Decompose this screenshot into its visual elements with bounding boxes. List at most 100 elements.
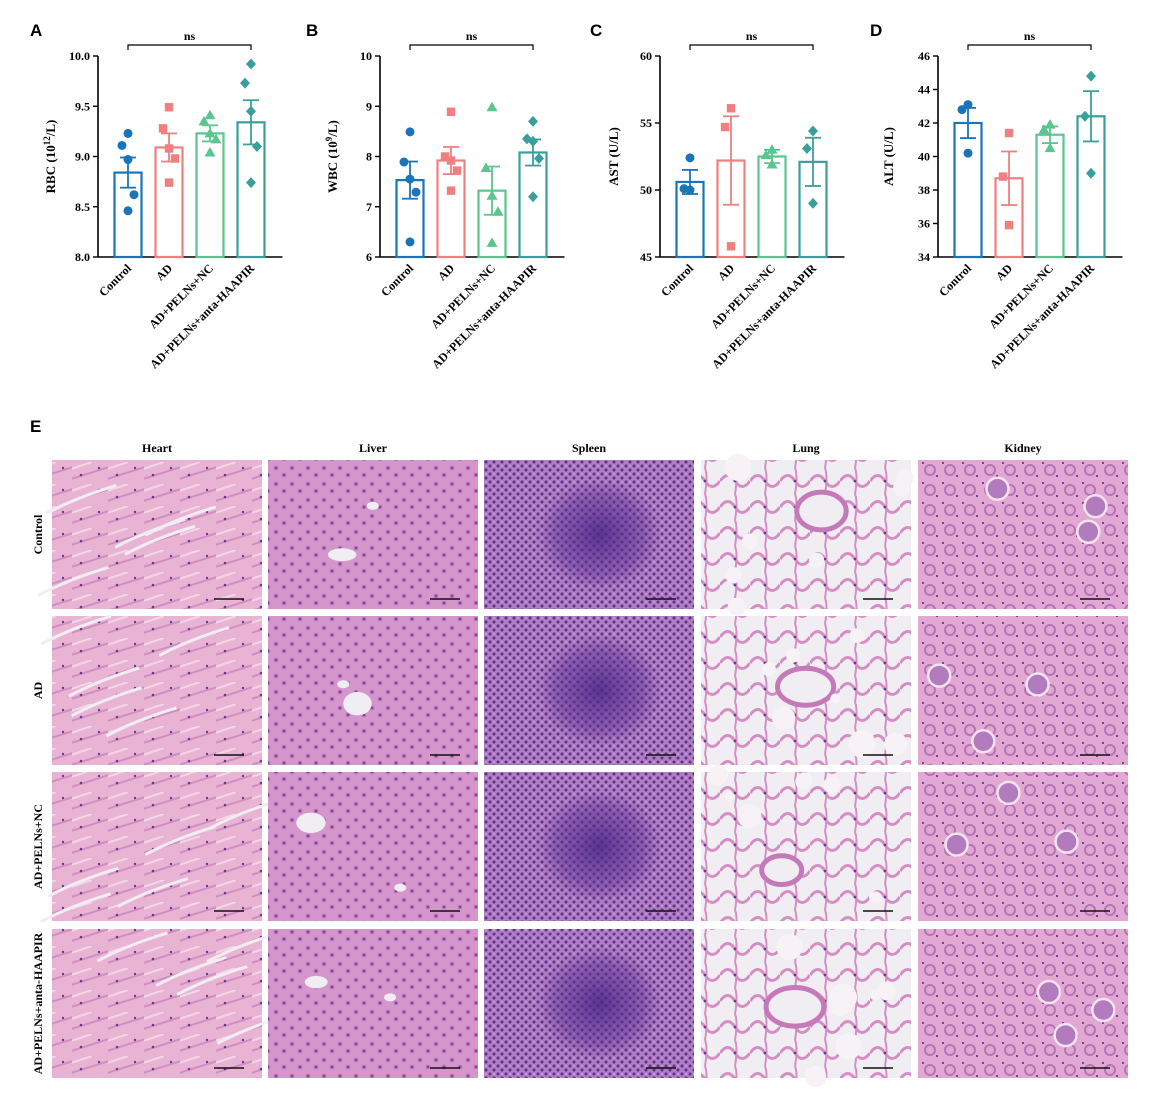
glomerulus [996,780,1021,806]
data-point [486,101,498,112]
micrograph-tissue [918,929,1128,1078]
bar [675,180,705,259]
tissue-cleft [144,825,216,856]
data-point [528,135,538,147]
data-point [1004,128,1014,138]
data-point [446,186,456,195]
data-point [802,142,812,154]
alveolar-space [809,552,825,568]
alveolar-space [835,1033,862,1060]
data-point [1038,124,1050,134]
category-label: AD [715,261,737,283]
data-point [405,237,415,247]
data-point [129,190,139,200]
category-label: Control [96,261,134,299]
bar [436,159,466,259]
micrograph-spleen [484,772,694,921]
data-point [440,152,450,161]
central-vein [327,548,357,562]
data-point [720,122,730,132]
data-point [480,162,492,173]
micrograph-lung [701,765,911,921]
panel-letter: D [870,21,882,40]
y-tick-label: 8 [366,150,372,164]
micrograph-kidney [918,460,1128,609]
bar [1076,115,1106,259]
alveolar-space [848,730,876,758]
category-label: AD [153,261,175,283]
data-point [528,191,538,203]
micrograph-lung [701,616,911,765]
micrograph-tissue [701,460,911,609]
micrograph-liver [268,460,478,609]
y-tick-label: 8.0 [75,250,90,264]
tissue-cleft [47,866,119,898]
tissue-cleft [176,965,248,996]
data-point [1004,220,1014,230]
tissue-cleft [96,931,168,963]
tissue-cleft [145,505,217,537]
data-point [957,105,967,115]
bar [953,121,983,259]
he-histology-grid: E Heart Liver Spleen Lung Kidney Control AD AD+P… [30,417,1128,1088]
significance-bracket [689,44,814,50]
data-point [1086,70,1096,82]
micrograph-heart [40,614,262,765]
data-point [808,197,818,209]
y-tick-label: 46 [918,49,930,63]
data-point [246,177,256,189]
tissue-cleft [155,956,227,987]
data-point [766,159,778,169]
micrograph-lung [701,454,914,616]
data-point [1080,110,1090,122]
significance-label: ns [746,29,758,43]
glomerulus [985,476,1010,502]
category-label: Control [658,261,696,299]
alveolar-space [883,732,908,756]
y-tick-label: 9 [366,99,372,113]
data-point [534,153,544,165]
micrograph-tissue [918,616,1128,765]
column-header: Liver [359,441,388,455]
micrograph-tissue [268,772,478,921]
bar [518,151,548,259]
bar [154,146,184,259]
y-tick-label: 10.0 [69,49,90,63]
data-point [492,206,504,216]
data-point [998,172,1008,181]
y-tick-label: 40 [918,150,930,164]
data-point [1044,142,1056,153]
data-point [685,153,695,163]
central-vein [343,691,372,716]
data-point [123,128,133,138]
white-pulp-follicle [537,634,662,747]
glomerulus [1076,519,1101,545]
y-tick-label: 9.5 [75,99,90,113]
y-tick-label: 8.5 [75,200,90,214]
data-point [198,115,210,126]
data-point [210,133,222,144]
micrograph-tissue [52,616,262,765]
alveolar-space [772,706,796,730]
y-axis-label: WBC (109/L) [324,120,340,193]
micrograph-tissue [268,460,478,609]
data-point [240,77,250,89]
y-tick-label: 38 [918,183,930,197]
data-point [204,146,216,157]
significance-bracket [967,44,1092,50]
data-point [411,187,421,197]
alveolar-space [737,803,762,829]
micrograph-spleen [484,616,694,765]
data-point [399,157,409,167]
tissue-cleft [68,666,140,698]
data-point [123,206,133,216]
white-pulp-follicle [537,790,662,903]
tissue-cleft [158,626,230,657]
tissue-cleft [37,565,109,597]
data-point [726,242,736,251]
significance-label: ns [184,29,196,43]
data-point [446,107,456,116]
